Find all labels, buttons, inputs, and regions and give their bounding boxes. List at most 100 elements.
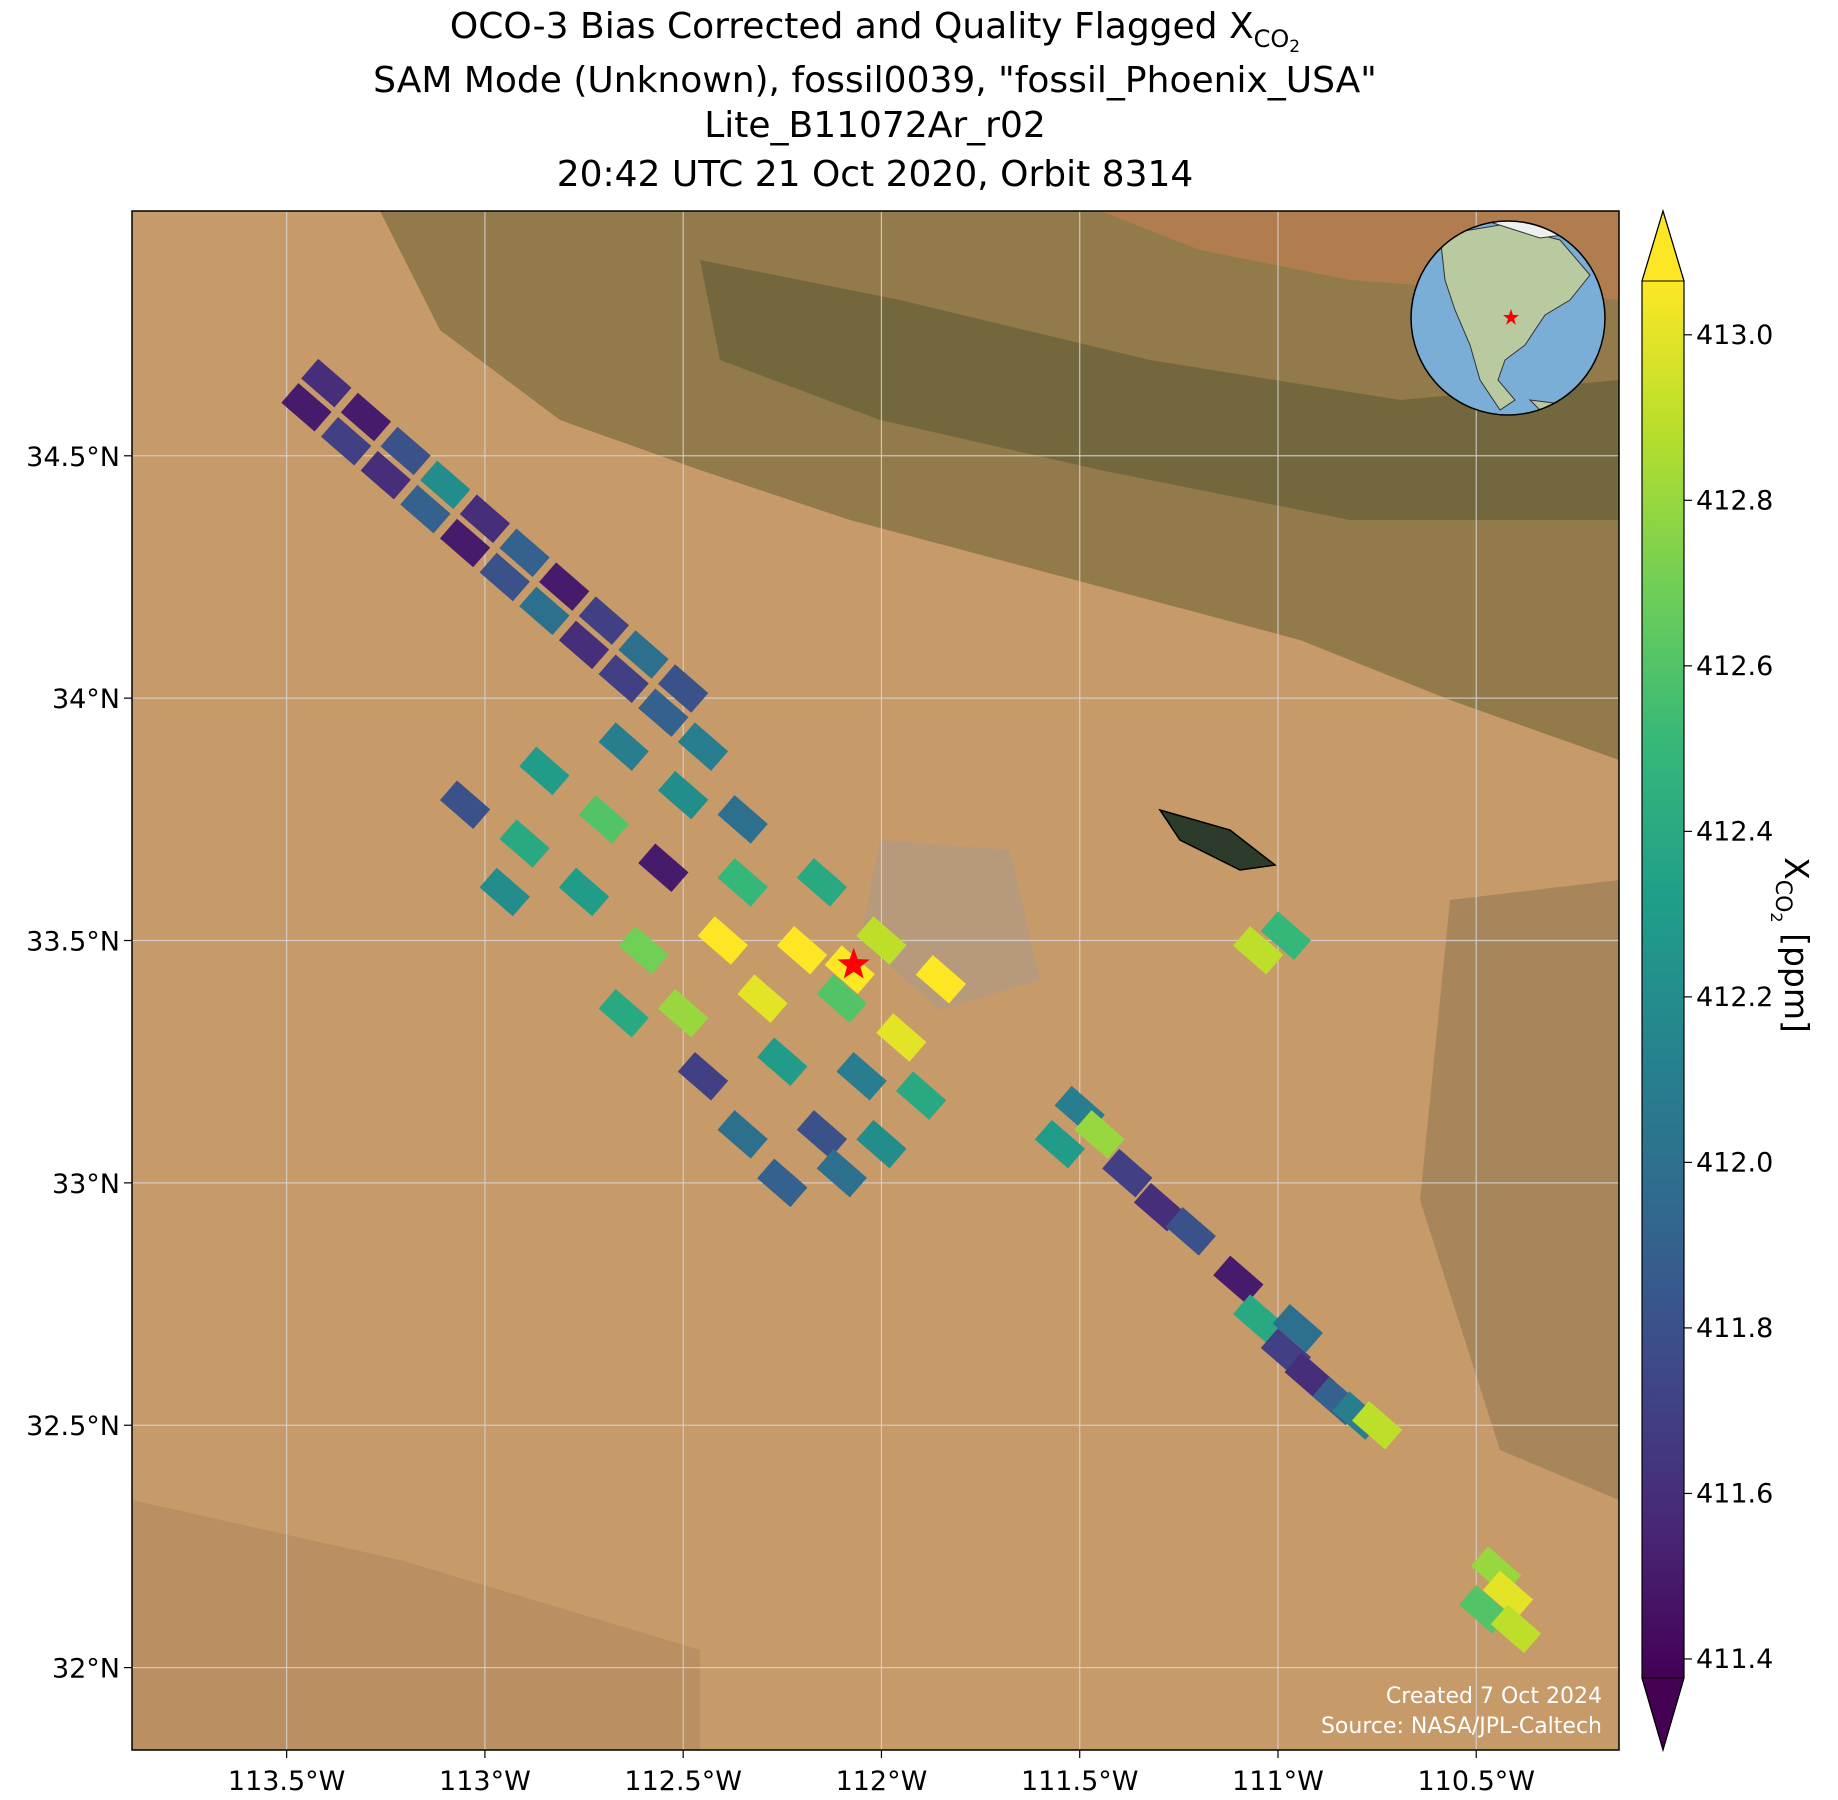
sounding [360,450,411,500]
sounding [757,1037,808,1086]
credit-source: Source: NASA/JPL-Caltech [1321,1714,1602,1739]
sounding [777,925,828,975]
title: OCO-3 Bias Corrected and Quality Flagged… [450,6,1300,57]
sounding [717,795,768,844]
y-tick-label: 34.5°N [26,442,120,473]
sounding [618,630,669,679]
target-layer [837,947,870,979]
sounding [1034,1119,1086,1169]
sounding [519,586,570,636]
globe-outline [1410,220,1606,416]
sounding [1165,1207,1216,1256]
colorbar-tick-label: 411.6 [1696,1478,1773,1509]
sounding [558,620,610,670]
sounding [1102,1148,1153,1198]
sounding [420,460,471,510]
sounding [658,770,709,820]
x-tick-label: 111.5°W [1021,1766,1139,1797]
sounding [558,867,610,917]
hills-east [1420,880,1619,1500]
sounding [459,494,511,544]
sounding [856,1119,907,1169]
sounding [1213,1255,1264,1305]
sounding [796,1110,848,1159]
sounding [539,562,590,611]
sounding [340,392,392,442]
sounding [638,688,689,737]
credit-created: Created 7 Oct 2024 [1386,1684,1602,1709]
sounding [281,383,332,432]
colorbar-tick-label: 411.8 [1696,1313,1773,1344]
product: Lite_B11072Ar_r02 [704,105,1046,146]
sounding [677,1051,729,1101]
sounding [320,416,372,466]
sounding [717,1110,768,1159]
sounding [499,528,550,577]
y-tick-label: 32.5°N [26,1411,120,1442]
sounding [836,1051,887,1101]
sounding [1133,1182,1185,1232]
cbar-label-unit: [ppm] [1777,923,1816,1033]
sounding [876,1013,927,1062]
colorbar-label: XCO2 [ppm] [1767,857,1816,1033]
x-tick-label: 113°W [439,1766,531,1797]
sounding [439,518,491,568]
sounding [1260,911,1312,960]
title-subsub: 2 [1289,37,1300,57]
basemap [132,211,1619,1750]
colorbar-tick-label: 412.4 [1696,816,1773,847]
x-tick-label: 113.5°W [228,1766,346,1797]
colorbar: 411.4 411.6 411.8 412.0 412.2 412.4 412.6 412.8… [1641,208,1773,1753]
target-star [837,947,870,979]
sounding [578,596,630,645]
y-tick-label: 32°N [52,1654,120,1685]
x-tick-label: 112.5°W [624,1766,742,1797]
title-sub: CO [1254,25,1290,53]
cbar-label-sub: CO [1770,880,1795,913]
sounding [1272,1304,1323,1353]
sounding [1490,1604,1542,1654]
sounding [598,654,649,704]
sounding [1351,1400,1403,1450]
sounding [439,780,491,830]
sounding [895,1071,947,1120]
urban [860,840,1040,1010]
sounding [658,664,709,713]
sounding [479,867,530,917]
x-tick-label: 112°W [836,1766,928,1797]
cbar-label-subsub: 2 [1767,912,1786,922]
sounding [737,974,788,1023]
colorbar-tick-label: 412.2 [1696,982,1773,1013]
sounding [1482,1570,1534,1620]
sounding [677,722,729,771]
sounding [717,858,768,907]
highlands [380,211,1619,760]
colorbar-extend-top [1641,209,1685,282]
sounding [380,426,431,476]
sounding [499,819,550,868]
sounding [658,988,709,1038]
sounding [1074,1110,1125,1159]
colorbar-outline [1641,208,1685,1753]
sounding [796,858,848,907]
y-tick-label: 34°N [52,684,120,715]
hills-south [132,1500,700,1750]
sounding [598,988,649,1038]
x-tick-label: 111°W [1232,1766,1324,1797]
colorbar-tick-label: 412.0 [1696,1147,1773,1178]
sounding [1233,1294,1284,1343]
cbar-label-text: X [1777,857,1816,880]
axis-ticks: 113.5°W 113°W 112.5°W 112°W 111.5°W 111°W 110.… [26,442,1535,1797]
sounding [638,843,689,893]
time: 20:42 UTC 21 Oct 2020, Orbit 8314 [557,154,1194,195]
globe-star [1503,309,1519,325]
x-tick-label: 110.5°W [1417,1766,1535,1797]
colorbar-tick-label: 412.6 [1696,651,1773,682]
sounding [618,925,669,975]
sounding [301,358,352,408]
sounding [697,916,748,965]
soundings [281,358,1542,1654]
sounding [479,552,530,602]
y-tick-label: 33.5°N [26,927,120,958]
